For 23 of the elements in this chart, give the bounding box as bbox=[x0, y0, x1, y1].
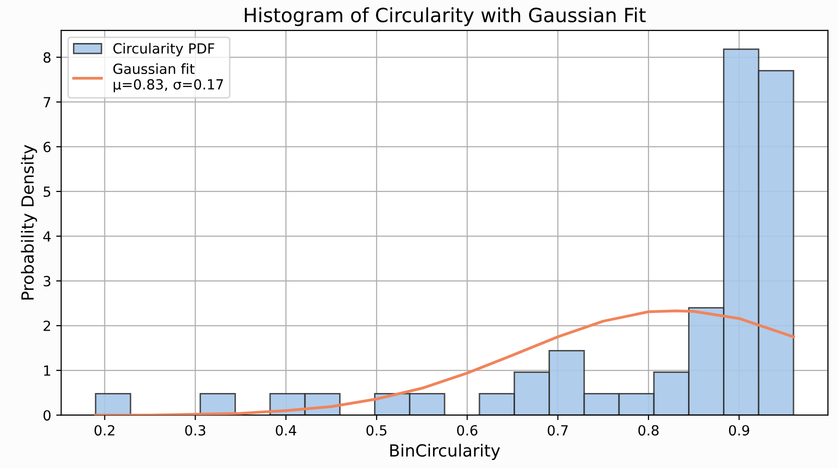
y-tick-label: 5 bbox=[44, 186, 50, 197]
x-tick-label: 0.3 bbox=[185, 425, 206, 436]
legend-label: Gaussian fit μ=0.83, σ=0.17 bbox=[113, 63, 223, 92]
y-axis-title: Probability Density bbox=[20, 144, 38, 300]
x-tick-label: 0.2 bbox=[94, 425, 114, 436]
x-tick-label: 0.6 bbox=[457, 425, 478, 436]
y-tick-label: 4 bbox=[43, 231, 51, 242]
x-tick-label: 0.9 bbox=[728, 425, 750, 436]
x-axis-title: BinCircularity bbox=[390, 444, 500, 460]
line-series bbox=[94, 310, 795, 416]
legend-label: Circularity PDF bbox=[113, 42, 214, 56]
x-tick-label: 0.7 bbox=[548, 425, 568, 436]
y-tick-label: 3 bbox=[44, 276, 50, 286]
y-tick-label: 0 bbox=[44, 410, 51, 421]
chart-title: Histogram of Circularity with Gaussian Fit bbox=[244, 7, 646, 26]
y-tick-label: 7 bbox=[44, 97, 50, 108]
y-tick-label: 8 bbox=[44, 52, 50, 63]
x-tick-label: 0.5 bbox=[366, 425, 386, 436]
x-tick-label: 0.8 bbox=[638, 425, 659, 436]
x-tick-label: 0.4 bbox=[276, 425, 296, 436]
y-tick-label: 1 bbox=[44, 366, 50, 376]
y-tick-label: 2 bbox=[44, 320, 50, 331]
y-tick-label: 6 bbox=[44, 142, 51, 152]
